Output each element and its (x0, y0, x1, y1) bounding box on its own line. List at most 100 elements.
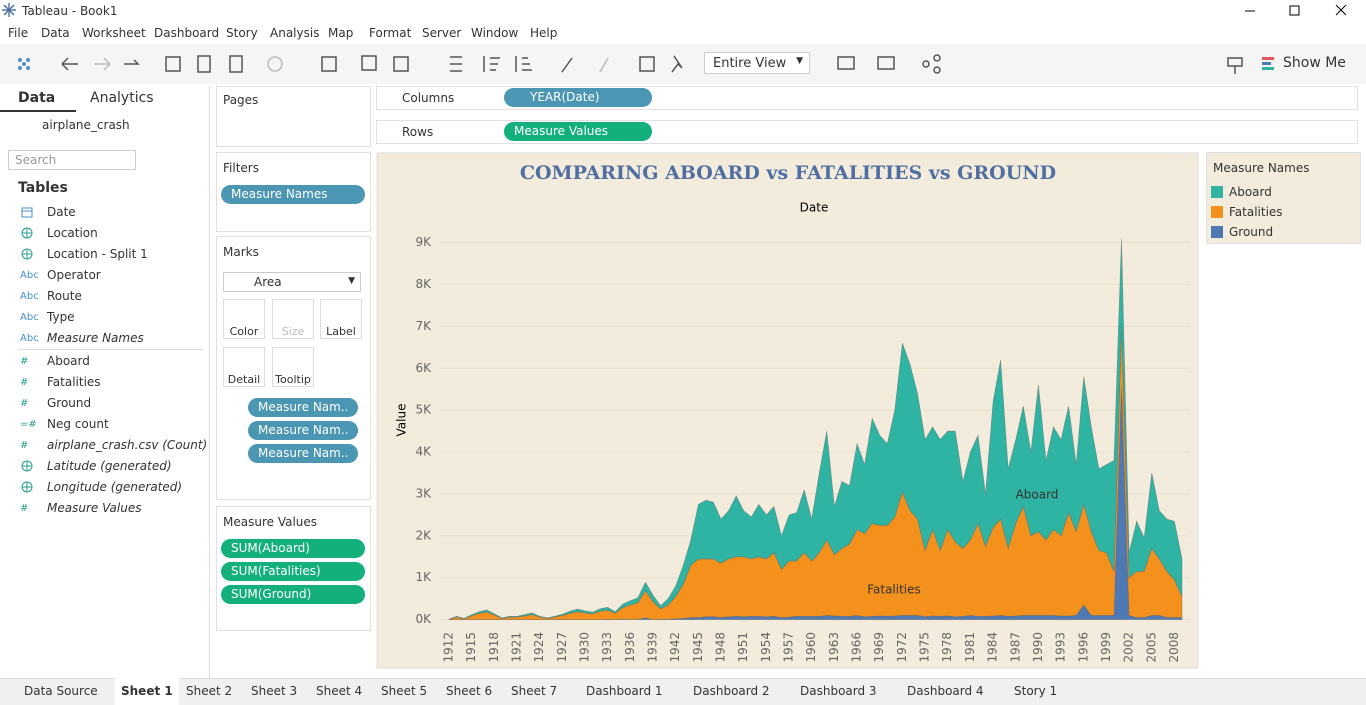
y-tick-label: 0K (415, 612, 432, 626)
marks-button[interactable] (223, 299, 265, 339)
x-tick-label: 1966 (850, 632, 864, 663)
field-icon: Abc (20, 312, 39, 323)
legend-card (1206, 152, 1361, 244)
dropdown-arrow: ▼ (796, 56, 803, 66)
datasource[interactable]: airplane_crash (42, 118, 130, 132)
marks-pill[interactable]: Measure Nam.. (248, 398, 358, 417)
chart-title: COMPARING ABOARD vs FATALITIES vs GROUND (520, 162, 1056, 184)
sheet-tab[interactable]: Data Source (24, 684, 98, 698)
menu-item[interactable]: Map (328, 26, 354, 40)
rows-label: Rows (402, 125, 434, 139)
show-me[interactable]: Show Me (1283, 55, 1346, 71)
separator (18, 349, 203, 350)
marks-button-label: Color (229, 325, 259, 338)
geo-icon (21, 460, 33, 472)
marks-pill[interactable]: Measure Nam.. (248, 421, 358, 440)
analytics-tab[interactable]: Analytics (90, 90, 154, 106)
menu-item[interactable]: Worksheet (82, 26, 146, 40)
sheet-tab[interactable]: Sheet 5 (381, 684, 428, 698)
area-annotation: Aboard (1016, 488, 1059, 502)
measure-pill[interactable]: SUM(Aboard) (221, 539, 365, 558)
x-tick-label: 1975 (918, 632, 932, 663)
legend-swatch (1211, 206, 1223, 218)
legend-label[interactable]: Fatalities (1229, 205, 1283, 219)
field[interactable]: Type (47, 310, 75, 324)
menu-item[interactable]: Dashboard (154, 26, 220, 40)
measure-pill[interactable]: SUM(Fatalities) (221, 562, 365, 581)
sheet-tab[interactable]: Dashboard 1 (586, 684, 663, 698)
x-tick-label: 1912 (442, 632, 456, 663)
area (448, 238, 1183, 620)
menu-item[interactable]: Data (41, 26, 70, 40)
menu-item[interactable]: File (8, 26, 29, 40)
field-icon: =# (20, 419, 37, 430)
marks-button-label: Detail (227, 373, 261, 386)
x-tick-label: 1939 (646, 632, 660, 663)
menu-item[interactable]: Analysis (270, 26, 320, 40)
x-tick-label: 1990 (1031, 632, 1045, 663)
sheet-tab[interactable]: Sheet 1 (115, 678, 179, 705)
x-tick-label: 1996 (1076, 632, 1090, 663)
sheet-tab[interactable]: Sheet 7 (511, 684, 558, 698)
menu-item[interactable]: Format (369, 26, 412, 40)
columns-pill[interactable]: YEAR(Date) (504, 88, 652, 107)
marks-button[interactable] (272, 347, 314, 387)
x-tick-label: 1981 (963, 632, 977, 663)
field[interactable]: Operator (47, 268, 101, 282)
data-tab[interactable]: Data (18, 90, 56, 106)
x-tick-label: 2008 (1167, 632, 1181, 663)
field[interactable]: Fatalities (47, 375, 101, 389)
field[interactable]: Location - Split 1 (47, 247, 148, 261)
sheet-tab[interactable]: Sheet 2 (186, 684, 233, 698)
field-icon: # (20, 398, 29, 409)
sheet-tab[interactable]: Dashboard 2 (693, 684, 770, 698)
sheet-tab[interactable]: Sheet 6 (446, 684, 493, 698)
field[interactable]: Route (47, 289, 82, 303)
chart: COMPARING ABOARD vs FATALITIES vs GROUND… (376, 152, 1199, 669)
field[interactable]: Date (47, 205, 76, 219)
field[interactable]: Longitude (generated) (47, 480, 183, 494)
x-tick-label: 1954 (759, 632, 773, 663)
x-tick-label: 1933 (600, 632, 614, 663)
x-tick-label: 1951 (736, 632, 750, 663)
menu-item[interactable]: Help (530, 26, 558, 40)
sheet-tab[interactable]: Sheet 4 (316, 684, 363, 698)
marks-button[interactable] (320, 299, 362, 339)
field[interactable]: airplane_crash.csv (Count) (47, 438, 208, 452)
legend-label[interactable]: Aboard (1229, 185, 1272, 199)
search-box[interactable]: Search (8, 150, 136, 170)
mark-type-text: Area (254, 275, 282, 289)
sheet-tab[interactable]: Dashboard 4 (907, 684, 984, 698)
marks-button[interactable] (223, 347, 265, 387)
data-pane (0, 86, 210, 678)
x-tick-label: 1921 (510, 632, 524, 663)
marks-pill[interactable]: Measure Nam.. (248, 444, 358, 463)
dropdown-arrow: ▼ (348, 276, 355, 286)
filter-pill[interactable]: Measure Names (221, 185, 365, 204)
menu-item[interactable]: Server (422, 26, 462, 40)
pages-card (216, 86, 371, 147)
field[interactable]: Neg count (47, 417, 109, 431)
marks-button-label: Size (281, 325, 305, 338)
field[interactable]: Location (47, 226, 98, 240)
sheet-tab[interactable]: Sheet 3 (251, 684, 298, 698)
fit-dropdown[interactable]: Entire View ▼ (704, 52, 810, 74)
field[interactable]: Latitude (generated) (47, 459, 172, 473)
x-tick-label: 1987 (1008, 632, 1022, 663)
field[interactable]: Measure Values (47, 501, 142, 515)
menu-item[interactable]: Story (226, 26, 258, 40)
field[interactable]: Aboard (47, 354, 90, 368)
marks-button-label: Label (326, 325, 356, 338)
measure-pill[interactable]: SUM(Ground) (221, 585, 365, 604)
menu-item[interactable]: Window (471, 26, 519, 40)
mark-type[interactable]: Area ▼ (223, 272, 361, 292)
marks-button[interactable] (272, 299, 314, 339)
legend-label[interactable]: Ground (1229, 225, 1274, 239)
sheet-tab[interactable]: Story 1 (1014, 684, 1058, 698)
field[interactable]: Measure Names (47, 331, 144, 345)
rows-pill[interactable]: Measure Values (504, 122, 652, 141)
field-icon: # (20, 356, 29, 367)
field[interactable]: Ground (47, 396, 92, 410)
sheet-tab[interactable]: Dashboard 3 (800, 684, 877, 698)
